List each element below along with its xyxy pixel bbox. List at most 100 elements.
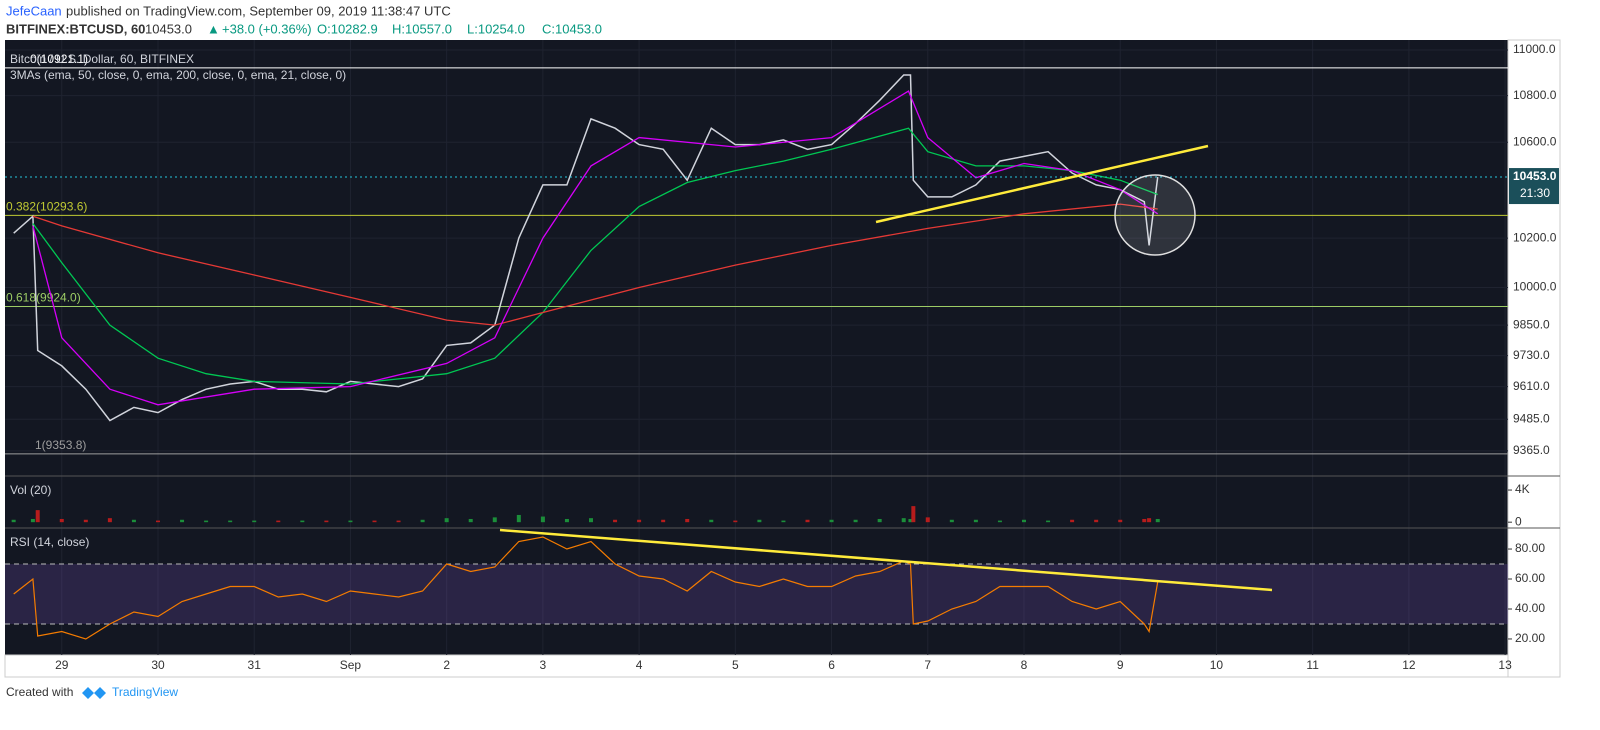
volume-bar (1070, 519, 1075, 523)
change: +38.0 (+0.36%) (222, 21, 312, 36)
y-tick-label: 10000.0 (1513, 280, 1557, 294)
rsi-line (13, 536, 1159, 640)
volume-bar (180, 519, 185, 523)
volume-bar (252, 520, 257, 523)
x-tick-label: 6 (828, 658, 835, 672)
y-tick-label: 9485.0 (1513, 411, 1550, 425)
x-tick-label: 10 (1210, 658, 1224, 672)
volume-bar (564, 518, 569, 523)
volume-bar (83, 519, 88, 523)
symbol: BITFINEX:BTCUSD, 60 (6, 21, 145, 36)
volume-bar (1147, 518, 1152, 523)
y-tick-label: 9365.0 (1513, 443, 1550, 457)
fib-label: 0.618(9924.0) (6, 291, 81, 305)
volume-bar (11, 519, 16, 523)
plot: 29 30 31 Sep 2 3 4 5 6 7 8 9 10 11 12 13 9365.0 9485.0 961… (5, 40, 1560, 672)
volume-bar (637, 519, 642, 523)
volume-bar (276, 520, 281, 523)
volume-bar (908, 518, 913, 523)
volume-title: Vol (20) (10, 483, 51, 497)
volume-tick-label: 0 (1515, 514, 1522, 528)
volume-bar (829, 519, 834, 523)
volume-bar (588, 518, 593, 523)
volume-tick-label: 4K (1515, 482, 1530, 496)
rsi-tick-label: 60.00 (1515, 571, 1545, 585)
volume-bar (661, 519, 666, 523)
x-tick-label: 5 (732, 658, 739, 672)
volume-bar (1046, 520, 1051, 523)
fib-label: 0(10921.1) (30, 52, 88, 66)
volume-bar (901, 518, 906, 523)
volume-bar (444, 518, 449, 523)
price-line (13, 74, 1159, 422)
volume-bar (973, 519, 978, 523)
volume-bar (1142, 518, 1147, 523)
volume-bar (709, 519, 714, 523)
x-tick-label: 9 (1117, 658, 1124, 672)
x-tick-label: Sep (340, 658, 362, 672)
last-price-label: 10453.0 (1513, 169, 1557, 183)
volume-bar (925, 517, 930, 523)
author[interactable]: JefeCaan (6, 3, 62, 18)
volume-bar (107, 518, 112, 523)
created-with: Created with (6, 685, 73, 699)
volume-bar (613, 519, 618, 523)
volume-bar (1155, 518, 1160, 523)
volume-bar (949, 519, 954, 523)
countdown: 21:30 (1520, 186, 1550, 200)
chart-title: Bitcoin / U.S. Dollar, 60, BITFINEX (10, 52, 194, 66)
fib-label: 1(9353.8) (35, 438, 86, 452)
volume-bar (1094, 519, 1099, 523)
rsi-trendline (499, 528, 1273, 592)
volume-bar (372, 520, 377, 523)
chart-background (5, 40, 1508, 655)
volume-bar (516, 514, 521, 523)
volume-bar (853, 519, 858, 523)
x-tick-label: 31 (248, 658, 262, 672)
volume-bar (997, 520, 1002, 523)
volume-bar (300, 520, 305, 523)
rsi-band (5, 564, 1508, 624)
volume-bar (59, 518, 64, 523)
x-tick-label: 7 (924, 658, 931, 672)
volume-bar (324, 520, 329, 523)
x-tick-label: 29 (55, 658, 69, 672)
volume-bar (348, 520, 353, 523)
rsi-tick-label: 20.00 (1515, 631, 1545, 645)
y-tick-label: 10600.0 (1513, 134, 1557, 148)
x-tick-label: 4 (636, 658, 643, 672)
x-tick-label: 11 (1306, 658, 1319, 672)
volume-bar (781, 520, 786, 523)
indicator-label: 3MAs (ema, 50, close, 0, ema, 200, close… (10, 68, 346, 82)
y-tick-label: 11000.0 (1513, 42, 1556, 56)
rsi-tick-label: 80.00 (1515, 541, 1545, 555)
volume-bar (30, 518, 35, 523)
y-tick-label: 10800.0 (1513, 88, 1557, 102)
volume-bar (204, 520, 209, 523)
brand[interactable]: TradingView (112, 685, 178, 699)
volume-bar (1118, 519, 1123, 523)
volume-bar (228, 520, 233, 523)
volume-bar (1021, 519, 1026, 523)
ema-line (32, 90, 1159, 406)
rsi-tick-label: 40.00 (1515, 601, 1545, 615)
close: C:10453.0 (542, 21, 602, 36)
arrow: ▲ (207, 21, 220, 36)
last-price-box (1509, 168, 1559, 205)
logo (82, 687, 106, 699)
rsi-title: RSI (14, close) (10, 535, 89, 549)
x-tick-label: 13 (1498, 658, 1512, 672)
y-tick-label: 10200.0 (1513, 230, 1557, 244)
open: O:10282.9 (317, 21, 378, 36)
volume-bar (540, 516, 545, 523)
volume-bar (155, 520, 160, 523)
volume-bar (396, 520, 401, 523)
volume-bar (733, 520, 738, 523)
highlight-circle (1114, 174, 1196, 256)
fib-label: 0.382(10293.6) (6, 200, 87, 214)
volume-bar (685, 518, 690, 523)
volume-bar (757, 519, 762, 523)
x-tick-label: 30 (151, 658, 165, 672)
